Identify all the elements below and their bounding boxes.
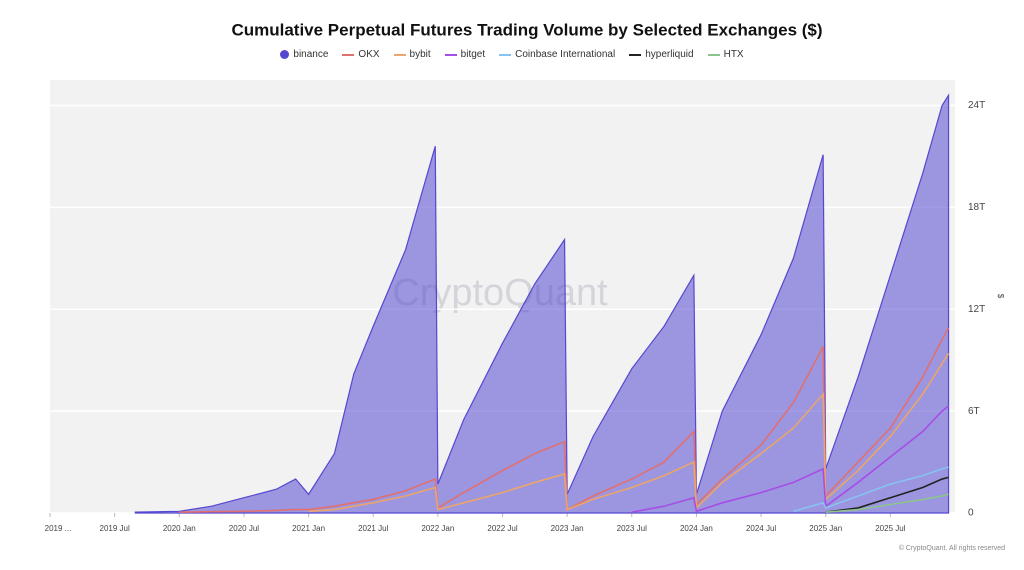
legend-label: OKX bbox=[358, 49, 380, 60]
x-tick-label: 2022 Jul bbox=[487, 524, 517, 533]
legend-label: bitget bbox=[460, 49, 486, 60]
x-tick-label: 2022 Jan bbox=[421, 524, 454, 533]
x-tick-label: 2021 Jul bbox=[358, 524, 388, 533]
x-tick-label: 2020 Jul bbox=[229, 524, 259, 533]
x-tick-label: 2025 Jul bbox=[875, 524, 905, 533]
x-tick-label: 2023 Jan bbox=[551, 524, 584, 533]
chart-title: Cumulative Perpetual Futures Trading Vol… bbox=[231, 20, 822, 39]
legend-swatch bbox=[499, 53, 512, 56]
y-axis-label: $ bbox=[996, 294, 1005, 299]
y-tick-label: 24T bbox=[968, 100, 985, 111]
legend-swatch bbox=[629, 53, 642, 56]
legend-item[interactable]: HTX bbox=[707, 49, 744, 60]
area bbox=[134, 93, 950, 514]
legend-label: binance bbox=[293, 49, 329, 60]
legend-swatch bbox=[280, 50, 290, 59]
y-tick-label: 12T bbox=[968, 304, 985, 315]
legend-label: HTX bbox=[723, 49, 744, 60]
x-tick-label: 2019 Jul bbox=[100, 524, 130, 533]
legend-item[interactable]: OKX bbox=[342, 49, 380, 60]
legend-item[interactable]: hyperliquid bbox=[629, 49, 694, 60]
x-tick-label: 2021 Jan bbox=[292, 524, 325, 533]
x-tick-label: 2019 ... bbox=[45, 524, 72, 533]
legend-swatch bbox=[707, 53, 720, 56]
x-tick-label: 2025 Jan bbox=[809, 524, 842, 533]
y-tick-label: 6T bbox=[968, 406, 980, 417]
legend-item[interactable]: binance bbox=[280, 49, 328, 60]
x-tick-label: 2020 Jan bbox=[163, 524, 196, 533]
line bbox=[825, 493, 949, 513]
legend-swatch bbox=[342, 53, 355, 56]
footer: © CryptoQuant. All rights reserved bbox=[899, 544, 1005, 552]
legend-swatch bbox=[444, 53, 457, 56]
legend-swatch bbox=[393, 53, 406, 56]
line bbox=[631, 405, 950, 513]
legend-item[interactable]: bybit bbox=[393, 49, 431, 60]
x-tick-label: 2023 Jul bbox=[617, 524, 647, 533]
legend: binance OKX bybit bitget Coinbase Internatio… bbox=[0, 49, 1024, 60]
y-tick-label: 18T bbox=[968, 202, 985, 213]
legend-item[interactable]: bitget bbox=[444, 49, 486, 60]
line bbox=[308, 352, 950, 513]
x-tick-label: 2024 Jan bbox=[680, 524, 713, 533]
line bbox=[825, 476, 949, 513]
line bbox=[793, 466, 949, 513]
legend-label: Coinbase International bbox=[515, 49, 616, 60]
legend-label: hyperliquid bbox=[645, 49, 694, 60]
x-tick-label: 2024 Jul bbox=[746, 524, 776, 533]
legend-item[interactable]: Coinbase International bbox=[499, 49, 615, 60]
legend-label: bybit bbox=[409, 49, 431, 60]
y-tick-label: 0 bbox=[968, 508, 974, 519]
